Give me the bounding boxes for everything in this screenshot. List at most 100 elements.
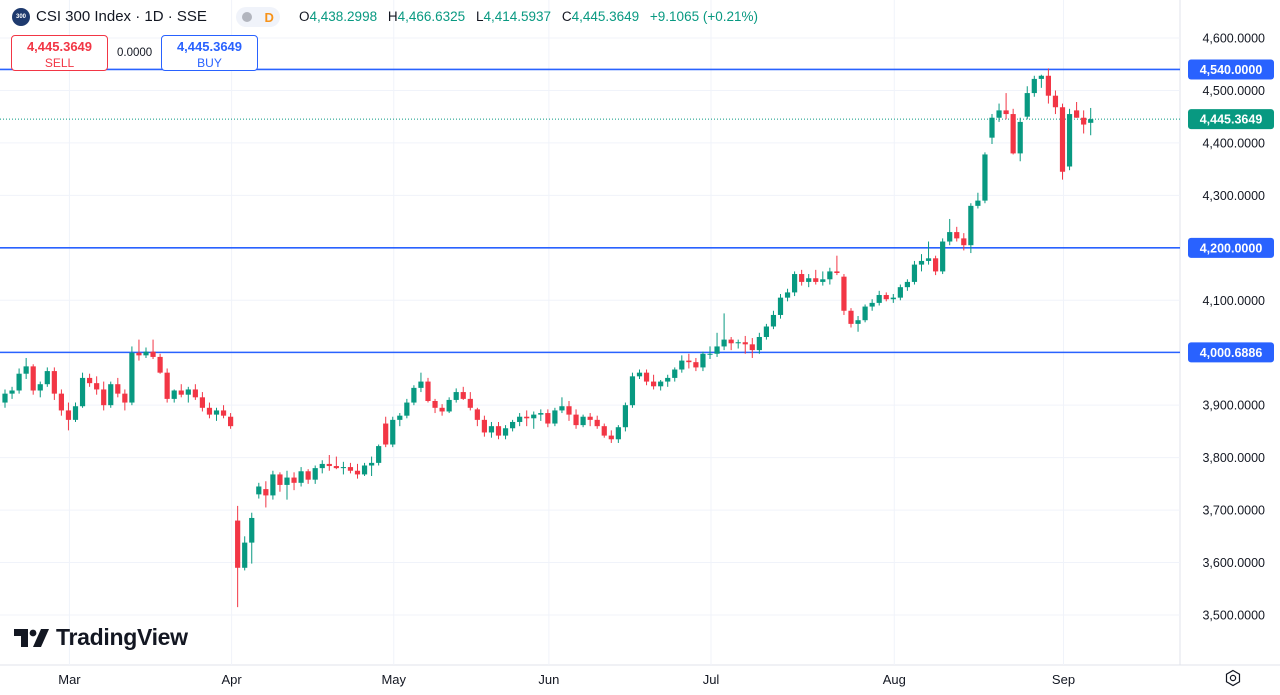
candle-body	[136, 352, 142, 356]
candle	[552, 407, 558, 427]
horizontal-lines	[0, 68, 1180, 354]
candle-body	[552, 410, 558, 424]
candle-body	[256, 486, 262, 495]
candle	[1059, 103, 1066, 180]
candle-body	[820, 279, 826, 282]
candle	[439, 404, 445, 416]
candle-body	[432, 400, 438, 408]
candle	[947, 218, 953, 246]
candle	[2, 389, 8, 408]
candle	[594, 415, 600, 429]
y-tick-label: 3,600.0000	[1202, 556, 1265, 570]
candle-body	[143, 351, 149, 356]
candle-body	[601, 426, 607, 436]
candle	[185, 386, 191, 403]
candle	[277, 472, 283, 492]
candle-body	[890, 297, 896, 300]
hline-price-label-bg	[1188, 342, 1274, 363]
candle	[115, 377, 121, 398]
candle	[954, 226, 960, 242]
candle-body	[510, 421, 516, 429]
high-value: 4,466.6325	[397, 9, 466, 24]
candle-body	[185, 389, 191, 395]
candle	[608, 430, 614, 443]
candle-body	[474, 409, 480, 420]
candle-body	[792, 274, 798, 293]
close-value: 4,445.3649	[571, 9, 640, 24]
candle	[1088, 107, 1094, 136]
candle	[559, 397, 565, 414]
candle-body	[65, 410, 72, 420]
candle-body	[643, 372, 650, 382]
candle	[270, 470, 276, 500]
hline-price-label: 4,540.0000	[1188, 59, 1274, 80]
candle-body	[996, 110, 1002, 118]
candle	[841, 274, 847, 315]
sell-button[interactable]: 4,445.3649 SELL	[11, 35, 108, 71]
tradingview-logo[interactable]: TradingView	[14, 624, 188, 651]
candle-body	[686, 360, 692, 363]
candle-body	[460, 392, 466, 399]
candle-body	[58, 393, 64, 411]
last-price-label-text: 4,445.3649	[1200, 113, 1263, 127]
candle-body	[777, 297, 784, 315]
candle	[580, 414, 586, 428]
chart-grid	[0, 0, 1280, 666]
candle-body	[178, 390, 184, 395]
candle	[44, 367, 50, 387]
candle	[1074, 101, 1080, 118]
x-tick-label: Aug	[883, 672, 906, 687]
candle	[728, 336, 734, 351]
hline-price-label-bg	[1188, 237, 1274, 258]
candle	[284, 470, 290, 500]
candle-body	[580, 416, 586, 426]
buy-button[interactable]: 4,445.3649 BUY	[161, 35, 258, 71]
candle	[707, 346, 713, 360]
settings-icon[interactable]	[1224, 669, 1242, 687]
candle-body	[390, 419, 396, 445]
candle	[1066, 108, 1073, 171]
candle-body	[150, 351, 156, 357]
candle	[1038, 74, 1044, 88]
open-value: 4,438.2998	[309, 9, 378, 24]
last-price-label: 4,445.3649	[1188, 109, 1274, 130]
candle	[968, 203, 974, 254]
time-axis[interactable]: Mar Apr May Jun Jul Aug Sep	[58, 672, 1075, 687]
candle	[643, 369, 650, 386]
candle	[918, 254, 925, 272]
candle	[756, 332, 762, 354]
candle	[735, 339, 741, 349]
candle	[312, 465, 318, 484]
candle-body	[756, 336, 762, 351]
candle	[495, 421, 502, 440]
candle-body	[206, 407, 213, 415]
visibility-toggle[interactable]: D	[236, 7, 280, 27]
candle-body	[37, 384, 43, 391]
symbol-title[interactable]: CSI 300 Index · 1D · SSE	[36, 8, 207, 25]
sell-label: SELL	[44, 56, 75, 70]
candle	[862, 304, 868, 323]
candle	[792, 271, 798, 297]
candle-body	[911, 264, 918, 282]
candle	[101, 381, 107, 411]
candle	[834, 255, 840, 276]
candle-body	[101, 389, 107, 406]
x-tick-label: Mar	[58, 672, 81, 687]
price-axis[interactable]: 3,500.0000 3,600.0000 3,700.0000 3,800.0000…	[1202, 32, 1265, 623]
candle	[742, 335, 748, 354]
y-tick-label: 3,700.0000	[1202, 504, 1265, 518]
eye-icon	[242, 12, 253, 22]
candle-body	[242, 542, 248, 568]
candle-body	[1059, 107, 1066, 172]
candle	[524, 410, 530, 427]
candle-body	[340, 467, 346, 469]
candle	[517, 413, 523, 427]
candle	[636, 369, 643, 379]
candle	[615, 425, 621, 443]
candle-body	[298, 471, 304, 483]
candle-body	[517, 416, 523, 422]
candle	[72, 402, 79, 422]
candle-body	[524, 416, 530, 419]
candle-body	[326, 463, 332, 467]
